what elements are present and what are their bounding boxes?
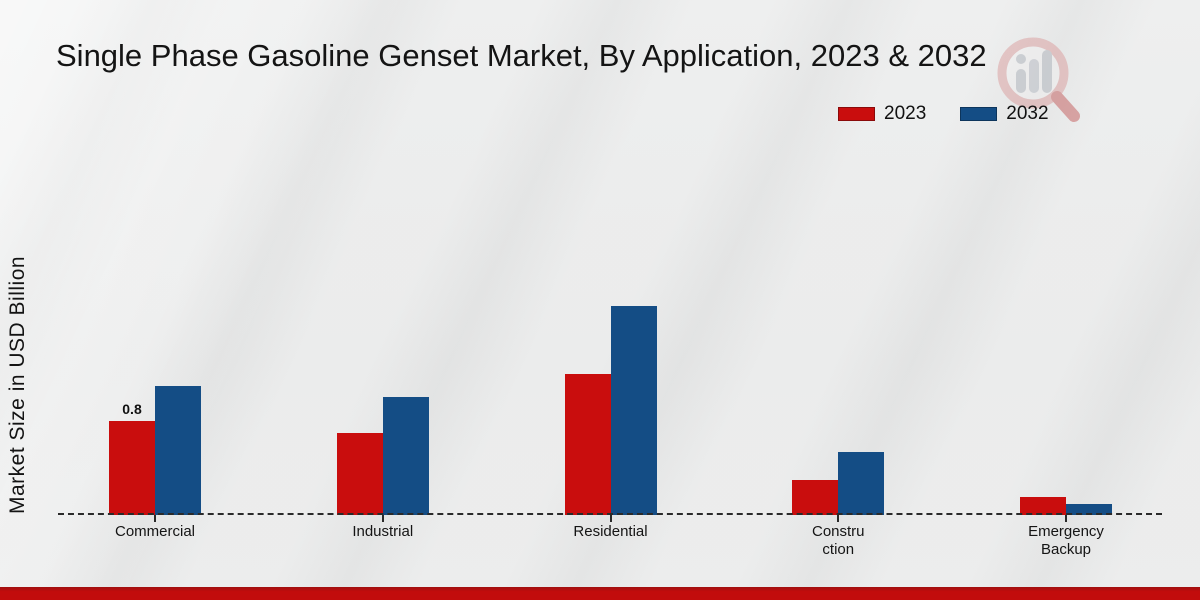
y-axis-label: Market Size in USD Billion [6,255,29,515]
x-axis-tick [381,515,384,522]
category-label-construction: Constru ction [811,523,865,558]
legend-label-2032: 2032 [1006,103,1049,124]
x-axis-tick [837,515,840,522]
bar-industrial-2032 [382,397,429,515]
bar-residential-2032 [610,306,657,515]
data-label-commercial-2023: 0.8 [122,401,142,417]
bar-commercial-2023 [109,421,155,515]
category-label-emergency-backup: Emergency Backup [1028,523,1104,558]
category-label-commercial: Commercial [114,523,195,540]
bar-industrial-2023 [336,433,383,515]
x-axis-tick [1065,515,1067,522]
category-label-industrial: Industrial [352,523,414,540]
bar-commercial-2032 [155,386,201,515]
x-axis-dashed-baseline [58,513,1162,515]
legend-swatch-2032 [960,107,998,121]
bar-construction-2023 [792,480,839,515]
legend-label-2023: 2023 [884,103,927,124]
bar-construction-2032 [838,452,885,515]
bar-emergency-backup-2023 [1020,497,1066,515]
legend-swatch-2023 [838,107,875,121]
bar-residential-2023 [564,374,611,515]
x-axis-tick [154,515,156,522]
x-axis-tick [609,515,612,522]
bar-emergency-backup-2032 [1066,504,1112,515]
chart-title: Single Phase Gasoline Genset Market, By … [56,38,987,73]
footer-red-band [0,587,1200,600]
magnifier-logo-watermark [997,37,1080,122]
legend-item-2023: 2023 [838,103,926,125]
legend: 2023 2032 [838,103,1049,125]
category-label-residential: Residential [573,523,648,540]
legend-item-2032: 2032 [960,103,1049,125]
